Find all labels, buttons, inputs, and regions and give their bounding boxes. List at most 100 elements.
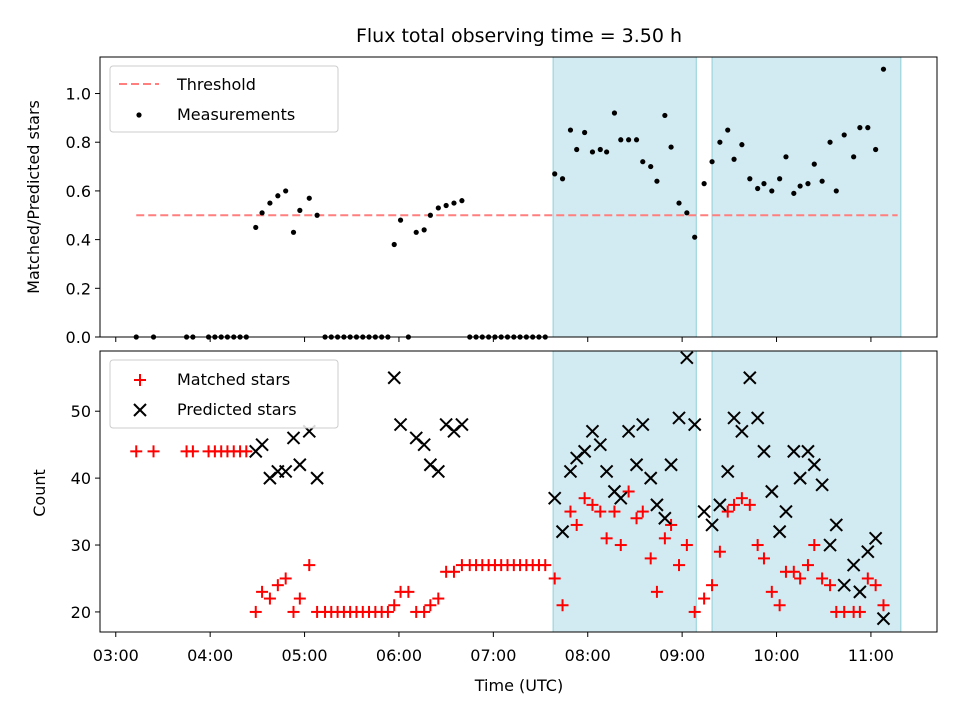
measurement-point bbox=[805, 181, 811, 187]
measurement-point bbox=[451, 200, 457, 206]
measurement-point bbox=[314, 212, 320, 218]
predicted-star-point bbox=[310, 471, 324, 485]
matched-star-point bbox=[287, 605, 300, 618]
matched-star-point bbox=[381, 605, 394, 618]
measurement-point bbox=[668, 144, 674, 150]
measurement-point bbox=[582, 129, 588, 136]
matched-star-point bbox=[570, 518, 583, 531]
measurement-point bbox=[833, 188, 839, 194]
measurement-point bbox=[640, 159, 646, 165]
predicted-star-point bbox=[455, 417, 469, 432]
shaded-interval bbox=[552, 56, 697, 338]
matched-star-point bbox=[713, 545, 726, 558]
predicted-star-point bbox=[829, 518, 843, 532]
matched-star-point bbox=[271, 579, 284, 592]
measurement-point bbox=[611, 110, 618, 116]
measurement-point bbox=[306, 195, 312, 201]
predicted-star-point bbox=[547, 491, 562, 505]
predicted-star-point bbox=[853, 585, 867, 599]
top-y-axis-label: Matched/Predicted stars bbox=[24, 100, 43, 294]
predicted-star-point bbox=[563, 464, 578, 479]
predicted-star-point bbox=[636, 417, 650, 432]
predicted-star-point bbox=[664, 458, 678, 472]
matched-star-point bbox=[765, 585, 778, 598]
matched-star-point bbox=[861, 572, 874, 585]
predicted-star-point bbox=[672, 411, 686, 425]
top-axes-frame bbox=[99, 56, 938, 338]
measurement-point bbox=[654, 178, 660, 184]
legend-matched-label: Matched stars bbox=[177, 370, 290, 389]
matched-star-point bbox=[644, 552, 657, 565]
predicted-star-point bbox=[629, 458, 644, 472]
matched-star-point bbox=[130, 445, 143, 458]
predicted-star-point bbox=[555, 524, 570, 539]
predicted-star-point bbox=[431, 464, 446, 479]
measurement-point bbox=[597, 146, 603, 153]
matched-star-point bbox=[249, 605, 262, 618]
legend-matched-marker bbox=[134, 374, 146, 386]
matched-star-point bbox=[728, 498, 741, 511]
matched-star-point bbox=[539, 559, 552, 572]
measurement-point bbox=[725, 127, 731, 133]
predicted-star-point bbox=[687, 417, 702, 432]
predicted-star-point bbox=[807, 458, 821, 472]
measurement-point bbox=[783, 154, 789, 160]
matched-star-point bbox=[622, 485, 635, 498]
top-y-tick-label: 0.6 bbox=[66, 182, 91, 201]
matched-star-point bbox=[263, 592, 276, 605]
predicted-star-point bbox=[713, 498, 727, 512]
matched-star-point bbox=[447, 565, 460, 578]
measurement-point bbox=[819, 178, 825, 184]
predicted-star-point bbox=[815, 478, 829, 492]
matched-star-point bbox=[824, 579, 837, 592]
predicted-star-point bbox=[727, 411, 741, 425]
measurement-point bbox=[574, 146, 580, 153]
predicted-star-point bbox=[293, 458, 307, 472]
matched-star-point bbox=[751, 539, 764, 552]
predicted-star-point bbox=[697, 504, 711, 519]
matched-star-point bbox=[418, 605, 431, 618]
matched-star-point bbox=[548, 572, 561, 585]
bottom-y-tick-label: 20 bbox=[71, 603, 91, 622]
x-tick-label: 08:00 bbox=[565, 646, 611, 665]
matched-star-point bbox=[673, 559, 686, 572]
matched-star-point bbox=[743, 498, 756, 511]
measurement-point bbox=[841, 132, 847, 138]
measurement-point bbox=[267, 200, 273, 206]
matched-star-point bbox=[614, 539, 627, 552]
matched-star-point bbox=[594, 505, 607, 518]
shaded-interval bbox=[711, 350, 902, 633]
top-y-tick-label: 0.0 bbox=[66, 328, 91, 347]
bottom-y-tick-label: 30 bbox=[71, 536, 91, 555]
measurement-point bbox=[552, 171, 558, 177]
matched-star-point bbox=[735, 492, 748, 505]
measurement-point bbox=[633, 137, 640, 143]
predicted-star-point bbox=[650, 498, 664, 512]
x-tick-label: 06:00 bbox=[376, 646, 422, 665]
matched-star-point bbox=[586, 498, 599, 511]
predicted-star-point bbox=[577, 444, 592, 459]
measurement-point bbox=[397, 217, 404, 223]
predicted-star-point bbox=[743, 371, 757, 385]
measurement-point bbox=[662, 112, 668, 119]
measurement-point bbox=[709, 159, 715, 165]
predicted-star-point bbox=[876, 611, 891, 626]
matched-star-point bbox=[688, 605, 701, 618]
measurement-point bbox=[851, 154, 857, 160]
measurement-point bbox=[769, 188, 775, 194]
predicted-star-point bbox=[868, 531, 883, 546]
predicted-star-point bbox=[823, 538, 837, 552]
predicted-star-point bbox=[779, 504, 793, 519]
predicted-star-point bbox=[765, 484, 779, 499]
matched-star-point bbox=[402, 585, 415, 598]
predicted-star-point bbox=[772, 524, 787, 539]
predicted-star-point bbox=[750, 411, 765, 425]
matched-star-point bbox=[787, 565, 800, 578]
matched-star-point bbox=[608, 505, 621, 518]
predicted-star-point bbox=[721, 464, 735, 479]
top-y-tick-label: 0.2 bbox=[66, 279, 91, 298]
top-y-tick-label: 0.4 bbox=[66, 231, 91, 250]
bottom-axes-frame bbox=[99, 350, 938, 633]
bottom-y-tick-label: 50 bbox=[71, 402, 91, 421]
